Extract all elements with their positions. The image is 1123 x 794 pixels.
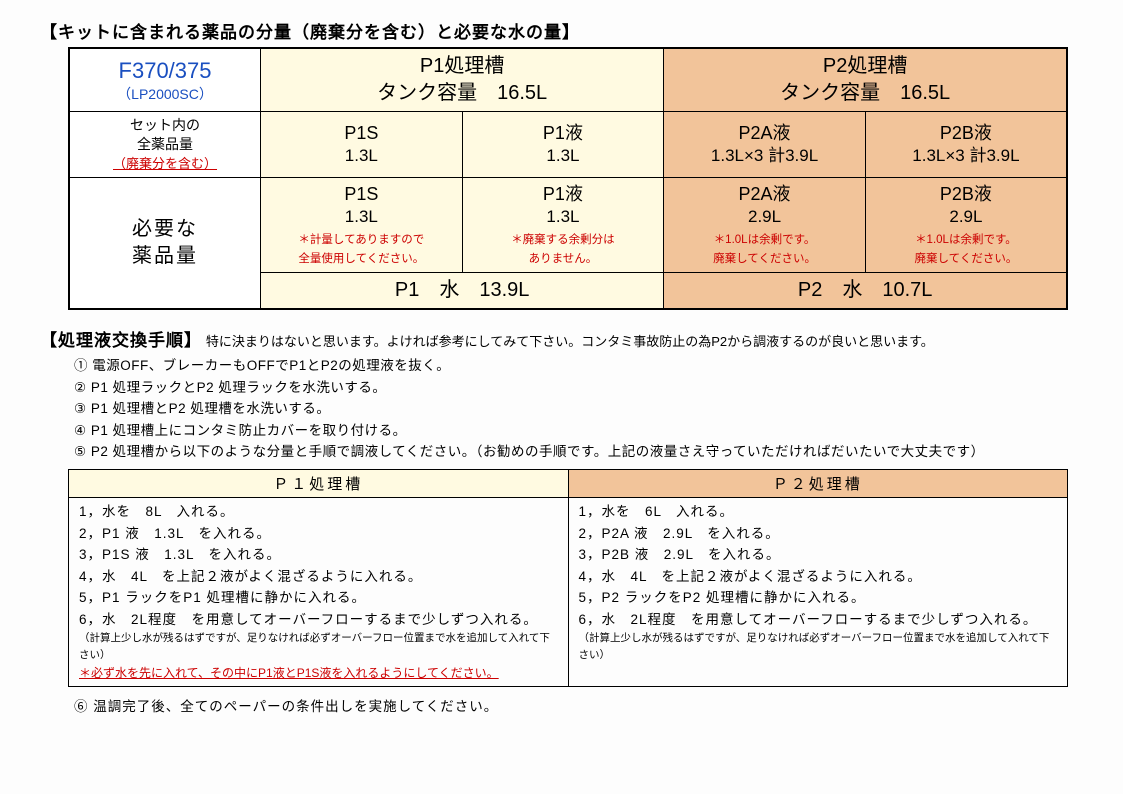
p2-step-5: 5，P2 ラックをP2 処理槽に静かに入れる。 [579,587,1058,609]
p2-header-l2: タンク容量 16.5L [780,82,950,104]
req-p1s-amt: 1.3L [345,207,378,226]
req-p1s-note2: 全量使用してください。 [298,253,424,265]
p1l-title: P1液 [543,123,583,143]
req-p1l-title: P1液 [543,184,583,204]
p2-step-4: 4，水 4L を上記２液がよく混ざるように入れる。 [579,566,1058,588]
p1-warning: ＊必ず水を先に入れて、その中にP1液とP1S液を入れるようにしてください。 [79,664,558,683]
p2-step-2: 2，P2A 液 2.9L を入れる。 [579,523,1058,545]
required-amount-label: 必要な 薬品量 [69,177,261,309]
set-label-l3: （廃棄分を含む） [113,156,217,171]
steps-p1-header: Ｐ１処理槽 [69,469,569,497]
p1-step-4: 4，水 4L を上記２液がよく混ざるように入れる。 [79,566,558,588]
section-2-note: 特に決まりはないと思います。よければ参考にしてみて下さい。コンタミ事故防止の為P… [206,334,934,349]
proc-step-4: ④ P1 処理槽上にコンタミ防止カバーを取り付ける。 [74,420,1083,442]
req-p2a-cell: P2A液 2.9L ＊1.0Lは余剰です。 廃棄してください。 [664,177,866,272]
req-p2b-note1: ＊1.0Lは余剰です。 [915,234,1017,246]
p2-header-l1: P2処理槽 [823,55,907,77]
p1-header-l1: P1処理槽 [420,55,504,77]
p1-water: P1 水 13.9L [261,272,664,309]
p2b-title: P2B液 [940,123,992,143]
req-p1s-title: P1S [344,184,378,204]
req-p1l-cell: P1液 1.3L ＊廃棄する余剰分は ありません。 [462,177,664,272]
model-main: F370/375 [119,58,212,83]
req-p2a-note2: 廃棄してください。 [713,253,816,265]
p1-step-3: 3，P1S 液 1.3L を入れる。 [79,544,558,566]
proc-step-5: ⑤ P2 処理槽から以下のような分量と手順で調液してください。（お勧めの手順です… [74,441,1083,463]
req-p2b-amt: 2.9L [949,207,982,226]
p1-step-5: 5，P1 ラックをP1 処理槽に静かに入れる。 [79,587,558,609]
section-1-title: 【キットに含まれる薬品の分量（廃棄分を含む）と必要な水の量】 [40,18,1083,43]
req-label-l2: 薬品量 [132,245,198,267]
p1-step-2: 2，P1 液 1.3L を入れる。 [79,523,558,545]
p2b-cell: P2B液 1.3L×3 計3.9L [865,112,1067,178]
p1l-amt: 1.3L [546,146,579,165]
model-cell: F370/375 （LP2000SC） [69,48,261,112]
req-p2b-note2: 廃棄してください。 [915,253,1018,265]
model-sub: （LP2000SC） [117,86,213,102]
p2a-amt: 1.3L×3 計3.9L [711,146,818,165]
set-label-l2: 全薬品量 [137,136,193,152]
p1-header-l2: タンク容量 16.5L [377,82,547,104]
p2-tiny-note: （計算上少し水が残るはずですが、足りなければ必ずオーバーフロー位置まで水を追加し… [579,630,1058,664]
p2-step-6: 6，水 2L程度 を用意してオーバーフローするまで少しずつ入れる。 [579,609,1058,631]
mixing-steps-table: Ｐ１処理槽 Ｐ２処理槽 1，水を 8L 入れる。 2，P1 液 1.3L を入れ… [68,469,1068,687]
p2a-cell: P2A液 1.3L×3 計3.9L [664,112,866,178]
req-p2a-note1: ＊1.0Lは余剰です。 [714,234,816,246]
p2a-title: P2A液 [739,123,791,143]
req-p2b-title: P2B液 [940,184,992,204]
req-p1l-note1: ＊廃棄する余剰分は [511,234,615,246]
req-p1l-amt: 1.3L [546,207,579,226]
req-p1l-note2: ありません。 [529,253,598,265]
p2-step-1: 1，水を 6L 入れる。 [579,501,1058,523]
proc-step-2: ② P1 処理ラックとP2 処理ラックを水洗いする。 [74,377,1083,399]
section-2-title: 【処理液交換手順】 [40,331,202,350]
steps-p1-body: 1，水を 8L 入れる。 2，P1 液 1.3L を入れる。 3，P1S 液 1… [69,497,569,686]
p1l-cell: P1液 1.3L [462,112,664,178]
req-p1s-cell: P1S 1.3L ＊計量してありますので 全量使用してください。 [261,177,463,272]
p2b-amt: 1.3L×3 計3.9L [912,146,1019,165]
p1-tiny-note: （計算上少し水が残るはずですが、足りなければ必ずオーバーフロー位置まで水を追加し… [79,630,558,664]
p1s-cell: P1S 1.3L [261,112,463,178]
req-p2a-amt: 2.9L [748,207,781,226]
steps-p2-header: Ｐ２処理槽 [568,469,1068,497]
set-amount-label: セット内の 全薬品量 （廃棄分を含む） [69,112,261,178]
req-label-l1: 必要な [132,218,198,240]
req-p2b-cell: P2B液 2.9L ＊1.0Lは余剰です。 廃棄してください。 [865,177,1067,272]
p1-header: P1処理槽 タンク容量 16.5L [261,48,664,112]
steps-p2-body: 1，水を 6L 入れる。 2，P2A 液 2.9L を入れる。 3，P2B 液 … [568,497,1068,686]
chemical-amount-table: F370/375 （LP2000SC） P1処理槽 タンク容量 16.5L P2… [68,47,1068,310]
p2-header: P2処理槽 タンク容量 16.5L [664,48,1067,112]
p1-step-6: 6，水 2L程度 を用意してオーバーフローするまで少しずつ入れる。 [79,609,558,631]
proc-step-3: ③ P1 処理槽とP2 処理槽を水洗いする。 [74,398,1083,420]
p2-step-3: 3，P2B 液 2.9L を入れる。 [579,544,1058,566]
req-p2a-title: P2A液 [739,184,791,204]
p1s-title: P1S [344,123,378,143]
p1s-amt: 1.3L [345,146,378,165]
proc-step-6: ⑥ 温調完了後、全てのペーパーの条件出しを実施してください。 [74,695,1083,715]
p1-step-1: 1，水を 8L 入れる。 [79,501,558,523]
proc-step-1: ① 電源OFF、ブレーカーもOFFでP1とP2の処理液を抜く。 [74,355,1083,377]
procedure-list: ① 電源OFF、ブレーカーもOFFでP1とP2の処理液を抜く。 ② P1 処理ラ… [74,355,1083,463]
set-label-l1: セット内の [130,117,200,133]
req-p1s-note1: ＊計量してありますので [298,234,424,246]
p2-water: P2 水 10.7L [664,272,1067,309]
